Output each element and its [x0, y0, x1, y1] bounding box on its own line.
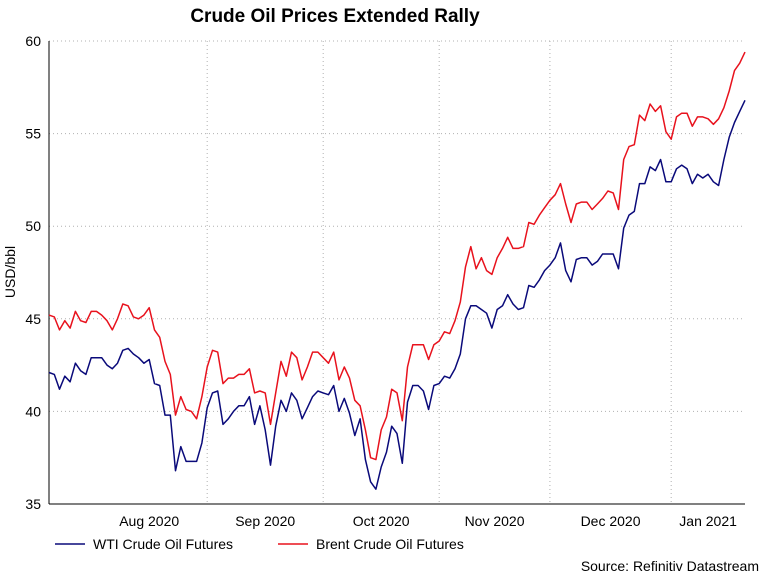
y-tick-label: 50: [25, 218, 41, 234]
source-note: Source: Refinitiv Datastream: [581, 558, 759, 574]
gridlines: [49, 40, 745, 504]
x-tick-label: Sep 2020: [235, 513, 295, 529]
x-tick-label: Dec 2020: [581, 513, 641, 529]
y-tick-label: 55: [25, 126, 41, 142]
y-axis-label: USD/bbl: [2, 246, 18, 298]
y-tick-label: 60: [25, 33, 41, 49]
y-tick-label: 35: [25, 496, 41, 512]
legend-label-wti: WTI Crude Oil Futures: [93, 536, 233, 552]
series-line-brent: [48, 51, 746, 461]
x-tick-label: Nov 2020: [465, 513, 525, 529]
series-lines: [48, 51, 746, 490]
y-tick-label: 45: [25, 311, 41, 327]
chart-title: Crude Oil Prices Extended Rally: [190, 6, 480, 27]
x-tick-label: Jan 2021: [679, 513, 737, 529]
axes: 35 40 45 50 55 60 Aug 2020 Sep 2020 Oct 2020 Nov …: [25, 33, 745, 529]
x-tick-label: Oct 2020: [353, 513, 410, 529]
legend: WTI Crude Oil Futures Brent Crude Oil Fut…: [55, 536, 464, 552]
y-tick-label: 40: [25, 403, 41, 419]
series-line-wti: [48, 99, 746, 490]
x-tick-label: Aug 2020: [119, 513, 179, 529]
legend-label-brent: Brent Crude Oil Futures: [316, 536, 464, 552]
